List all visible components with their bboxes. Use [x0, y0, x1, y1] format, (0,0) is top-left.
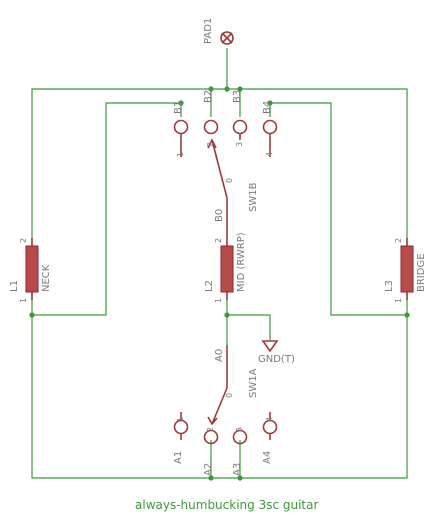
switch-sw1b: B1 B2 B3 B4 1 2 3 4 B0 0 SW1B: [173, 90, 278, 238]
switch-contact: [262, 119, 278, 135]
wires: [31, 48, 408, 479]
coil-l2: L2 MID (RWRP) 2 1: [204, 232, 247, 303]
pin-number: 1: [19, 298, 28, 303]
coil-name: MID (RWRP): [236, 232, 247, 292]
coil-body: [25, 245, 39, 293]
wire-b4-bridge: [270, 102, 407, 316]
pin-label: B4: [262, 101, 273, 114]
coil-name: BRIDGE: [416, 253, 427, 292]
pin-number: 2: [394, 238, 403, 243]
wire-left-top: [31, 88, 211, 250]
pin-label: A2: [203, 463, 214, 476]
pin-label: B1: [173, 101, 184, 114]
switch-common-label: B0: [214, 209, 225, 222]
pin-number: 1: [176, 152, 185, 157]
switch-contact: [232, 429, 248, 445]
switch-arrow: [207, 416, 218, 426]
pin-label: B3: [232, 90, 243, 103]
switch-lever: [211, 387, 228, 425]
coil-name: NECK: [41, 264, 52, 292]
junction: [237, 86, 243, 92]
junction: [178, 100, 184, 106]
pin-number: 2: [19, 238, 28, 243]
switch-name: SW1B: [248, 182, 259, 212]
switch-contact: [173, 119, 189, 135]
coil-body: [400, 245, 414, 293]
switch-contact: [262, 419, 278, 435]
coil-l3: L3 BRIDGE 2 1: [384, 238, 427, 303]
coil-l1: L1 NECK 2 1: [9, 238, 52, 303]
junction: [404, 312, 410, 318]
pad-circle: [220, 31, 234, 45]
junction: [208, 86, 214, 92]
junction: [224, 86, 230, 92]
ground-symbol: GND(T): [258, 340, 295, 365]
pin-number: 3: [235, 142, 244, 147]
wire-right-top: [240, 88, 408, 250]
switch-contact: [173, 419, 189, 435]
pin-label: A3: [232, 463, 243, 476]
switch-sw1a: 1 2 3 4 A1 A2 A3 A4 A0 0 SW1A: [173, 345, 278, 476]
pad-cross: [221, 32, 233, 44]
switch-common-number: 0: [225, 178, 234, 183]
ground-icon: [261, 340, 279, 353]
switch-contact: [203, 429, 219, 445]
pin-number: 2: [214, 238, 223, 243]
schematic-caption: always-humbucking 3sc guitar: [135, 498, 318, 512]
switch-contact: [203, 119, 219, 135]
switch-arrow: [207, 138, 217, 149]
switch-common-label: A0: [214, 349, 225, 362]
coil-body: [220, 245, 234, 293]
pin-label: A4: [262, 451, 273, 464]
pin-number: 1: [176, 417, 185, 422]
pad1: PAD1: [203, 18, 234, 45]
junction: [237, 475, 243, 481]
junctions: [29, 86, 410, 481]
wire-bottom-loop: [31, 315, 408, 479]
switch-lever: [211, 139, 228, 199]
pin-label: B2: [203, 90, 214, 103]
switch-name: SW1A: [248, 368, 259, 398]
pin-label: A1: [173, 451, 184, 464]
junction: [29, 312, 35, 318]
switch-contact: [232, 119, 248, 135]
pin-number: 4: [265, 417, 274, 422]
junction: [208, 475, 214, 481]
coil-ref: L3: [384, 280, 395, 292]
switch-common-number: 0: [225, 393, 234, 398]
coil-ref: L2: [204, 280, 215, 292]
pin-number: 1: [394, 298, 403, 303]
wire-gnd: [227, 314, 271, 340]
junction: [224, 312, 230, 318]
pad-label: PAD1: [203, 18, 214, 44]
coil-ref: L1: [9, 280, 20, 292]
wire-b1-neck: [32, 102, 181, 316]
pin-number: 2: [206, 427, 215, 432]
pin-number: 2: [206, 142, 215, 147]
pin-number: 1: [214, 298, 223, 303]
pin-number: 3: [235, 427, 244, 432]
junction: [267, 100, 273, 106]
pin-number: 4: [265, 152, 274, 157]
ground-label: GND(T): [258, 354, 295, 365]
